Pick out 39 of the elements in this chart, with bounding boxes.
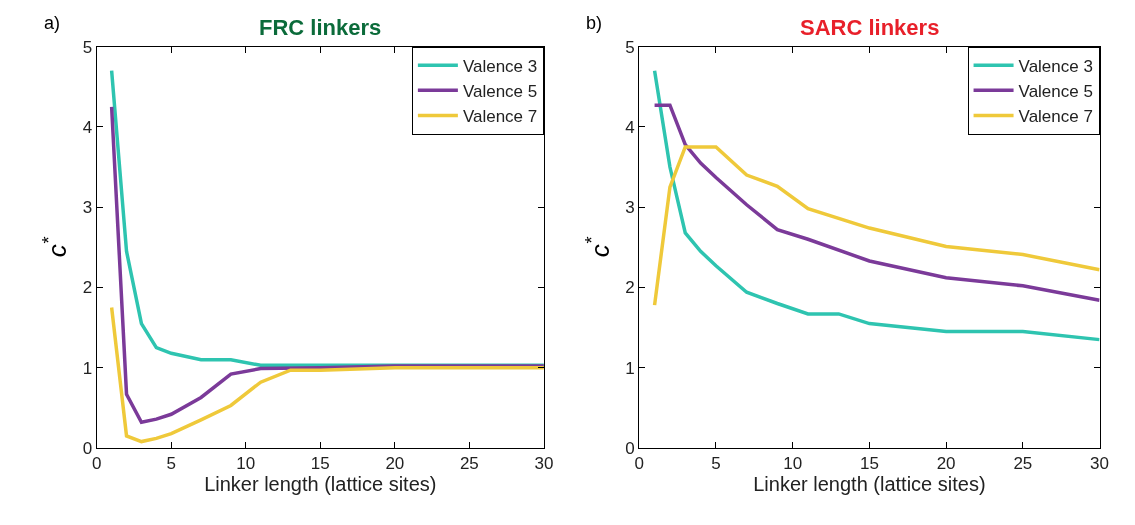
- y-tick-label: 0: [625, 438, 635, 458]
- x-axis-title: Linker length (lattice sites): [753, 473, 986, 496]
- y-tick-label: 5: [625, 37, 635, 57]
- line-series: [109, 305, 544, 444]
- y-tick-label: 1: [82, 358, 93, 378]
- legend-label: Valence 3: [462, 56, 538, 76]
- x-tick-label: 30: [1090, 454, 1110, 474]
- chart-title: SARC linkers: [800, 15, 940, 40]
- y-tick-label: 3: [625, 198, 635, 218]
- x-tick-label: 5: [711, 454, 721, 474]
- x-tick-label: 5: [166, 454, 176, 474]
- legend-label: Valence 7: [1018, 107, 1093, 126]
- y-tick-label: 4: [82, 117, 93, 137]
- x-tick-label: 10: [236, 454, 256, 474]
- x-tick-label: 15: [310, 454, 330, 474]
- chart-title: FRC linkers: [259, 15, 382, 40]
- x-tick-label: 25: [1013, 454, 1033, 474]
- legend-label: Valence 5: [1018, 81, 1093, 101]
- y-tick-label: 4: [625, 117, 635, 137]
- x-axis-title: Linker length (lattice sites): [204, 473, 437, 496]
- text: a): [44, 13, 61, 33]
- legend-label: Valence 3: [1018, 56, 1093, 76]
- legend-label: Valence 7: [462, 107, 538, 126]
- line-series: [652, 103, 1100, 303]
- y-tick-label: 2: [625, 278, 635, 298]
- text: b): [586, 13, 603, 33]
- y-tick-label: 0: [82, 438, 93, 458]
- legend-label: Valence 5: [462, 81, 538, 101]
- y-tick-label: 1: [625, 358, 635, 378]
- y-tick-label: 2: [82, 278, 93, 298]
- x-tick-label: 25: [459, 454, 479, 474]
- x-tick-label: 30: [534, 454, 554, 474]
- x-tick-label: 15: [859, 454, 879, 474]
- x-tick-label: 20: [385, 454, 405, 474]
- x-tick-label: 20: [936, 454, 956, 474]
- x-tick-label: 10: [783, 454, 803, 474]
- y-tick-label: 3: [82, 198, 93, 218]
- line-series: [652, 145, 1100, 307]
- y-tick-label: 5: [82, 37, 93, 57]
